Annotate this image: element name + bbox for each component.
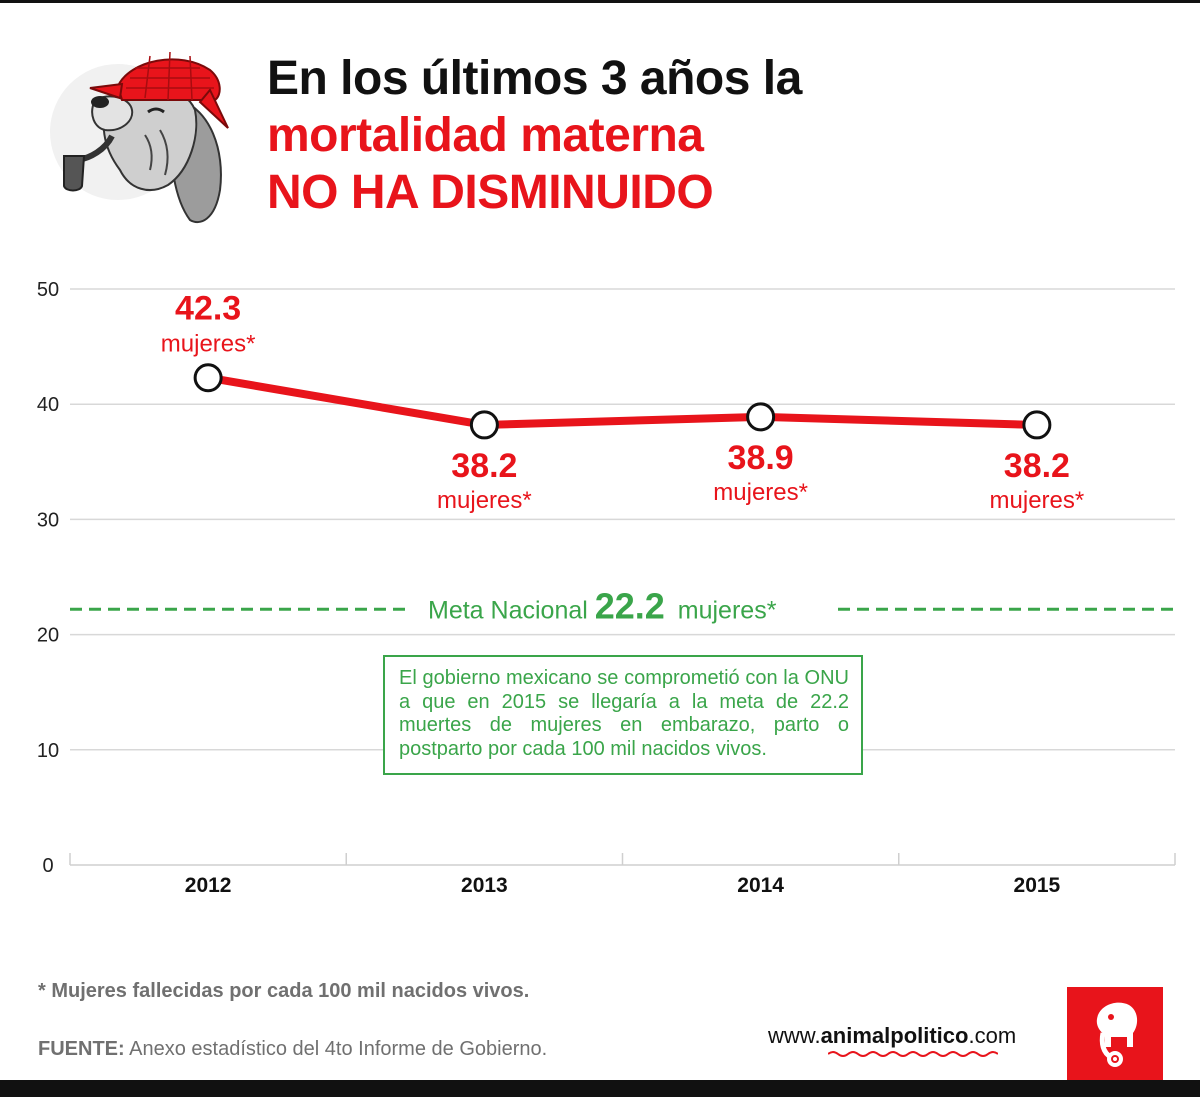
site-name: animalpolitico [820, 1023, 969, 1048]
data-label-unit: mujeres* [161, 331, 256, 358]
footnote: * Mujeres fallecidas por cada 100 mil na… [38, 980, 530, 1002]
data-point [469, 410, 499, 440]
goal-label: Meta Nacional 22.2 mujeres* [428, 585, 777, 626]
data-label-unit: mujeres* [437, 487, 532, 514]
brand-logo [1067, 987, 1163, 1080]
y-tick-label: 40 [37, 394, 59, 416]
source-text: Anexo estadístico del 4to Informe de Gob… [124, 1038, 548, 1060]
data-label-value: 38.2 [1004, 447, 1070, 485]
headline-line-1: En los últimos 3 años la [267, 52, 802, 105]
elephant-icon [1096, 1002, 1138, 1067]
note-box: El gobierno mexicano se comprometió con … [383, 655, 863, 775]
headline: En los últimos 3 años la mortalidad mate… [267, 50, 802, 221]
detective-dog-icon [50, 51, 229, 224]
data-point [1022, 410, 1052, 440]
source-label: FUENTE: [38, 1038, 125, 1060]
y-tick-label: 30 [37, 509, 59, 531]
site-prefix: www. [768, 1023, 821, 1048]
wavy-underline [828, 1051, 998, 1057]
data-label-value: 38.9 [728, 439, 794, 477]
mortality-line-chart: 0 10 20 30 40 50 2012 2013 2014 2015 Meta Nacional… [37, 279, 1176, 897]
goal-label-prefix: Meta Nacional [428, 596, 595, 624]
x-tick-label: 2012 [185, 874, 232, 897]
series-line [207, 373, 1037, 429]
x-tick-label: 2013 [461, 874, 508, 897]
data-label-value: 38.2 [451, 447, 517, 485]
x-tick-label: 2015 [1014, 874, 1061, 897]
data-point [193, 363, 223, 393]
y-tick-label: 0 [42, 855, 53, 877]
data-label-unit: mujeres* [713, 479, 808, 506]
note-text: El gobierno mexicano se comprometió con … [399, 667, 849, 760]
bottom-bar [0, 1080, 1200, 1097]
data-point [746, 402, 776, 432]
site-suffix: .com [968, 1023, 1017, 1048]
site-url[interactable]: www.animalpolitico.com [768, 1023, 1016, 1049]
y-tick-label: 20 [37, 625, 59, 647]
goal-label-suffix: mujeres* [671, 596, 777, 624]
data-label-value: 42.3 [175, 290, 241, 328]
top-rule [0, 0, 1200, 3]
y-tick-label: 10 [37, 740, 59, 762]
headline-line-2: mortalidad materna [267, 109, 704, 162]
y-tick-label: 50 [37, 279, 59, 301]
headline-line-3: NO HA DISMINUIDO [267, 166, 714, 219]
goal-label-value: 22.2 [595, 585, 665, 626]
x-tick-label: 2014 [737, 874, 784, 897]
data-label-unit: mujeres* [990, 487, 1085, 514]
source-line: FUENTE: Anexo estadístico del 4to Inform… [38, 1038, 547, 1061]
